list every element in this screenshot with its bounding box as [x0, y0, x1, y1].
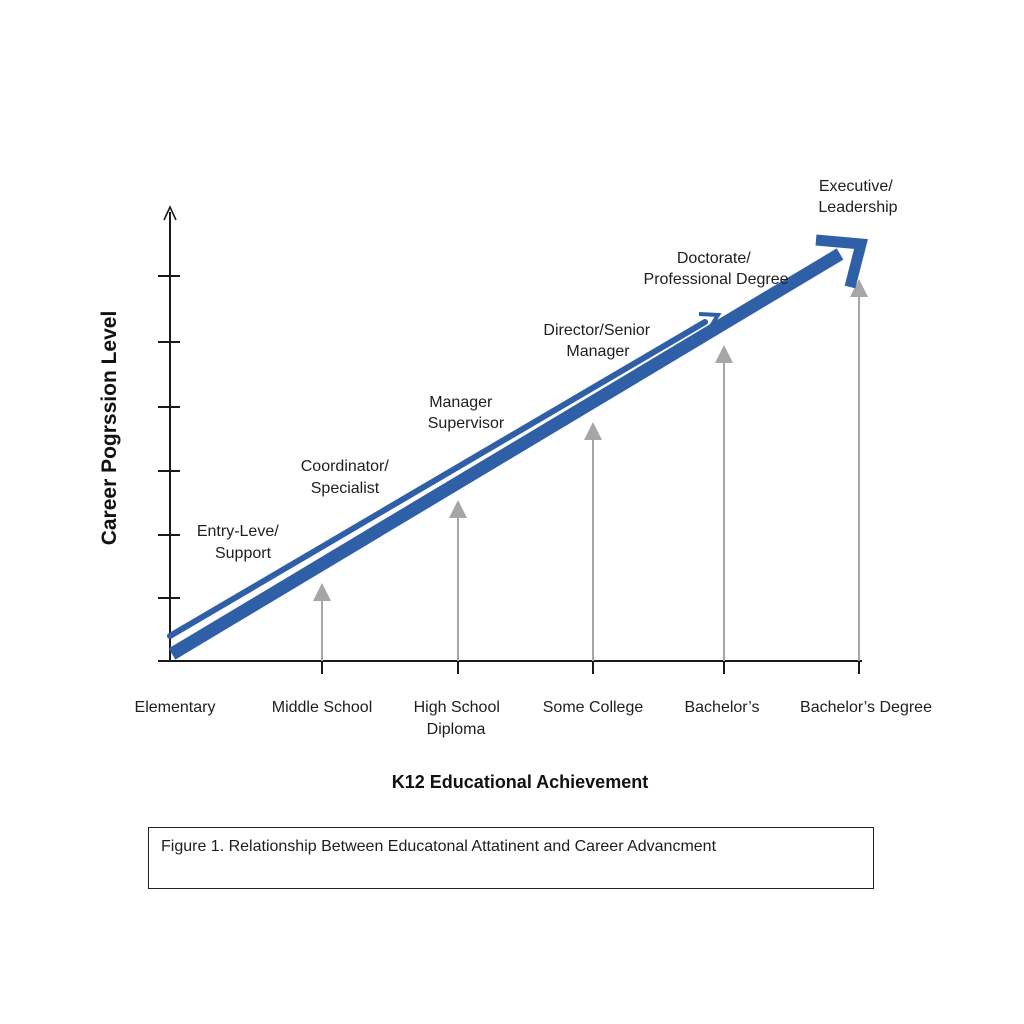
level-arrows: [313, 279, 868, 661]
x-axis: [158, 660, 862, 674]
x-category-label: Some College: [543, 699, 644, 716]
career-level-label: Director/Senior Manager: [543, 322, 654, 360]
x-category-labels: Elementary Middle School High School Dip…: [135, 699, 933, 738]
career-level-label: Coordinator/ Specialist: [301, 458, 394, 497]
career-level-label: Manager Supervisor: [428, 394, 505, 432]
figure-caption-box: Figure 1. Relationship Between Educatona…: [148, 827, 874, 889]
thin-progression-arrow: [167, 312, 722, 639]
career-level-label: Entry-Leve/ Support: [197, 523, 283, 562]
y-axis-arrow-icon: [163, 205, 177, 221]
x-category-label: Elementary: [135, 699, 216, 716]
x-category-label: Middle School: [272, 699, 373, 716]
y-axis: [158, 205, 180, 662]
career-level-labels: Entry-Leve/ Support Coordinator/ Special…: [197, 178, 898, 562]
x-category-label: Bachelor’s Degree: [800, 699, 932, 716]
x-category-label: Bachelor’s: [684, 699, 759, 716]
y-axis-title: Career Pogrssion Level: [98, 311, 121, 546]
thick-progression-arrow: [168, 234, 868, 660]
thick-arrowhead-icon: [815, 234, 868, 289]
x-category-label: High School Diploma: [414, 699, 505, 738]
progression-arrows: [167, 234, 868, 660]
career-level-label: Doctorate/ Professional Degree: [644, 250, 789, 288]
figure-caption: Figure 1. Relationship Between Educatona…: [161, 838, 717, 855]
career-level-label: Executive/ Leadership: [818, 178, 897, 216]
x-axis-title: K12 Educational Achievement: [392, 772, 648, 792]
